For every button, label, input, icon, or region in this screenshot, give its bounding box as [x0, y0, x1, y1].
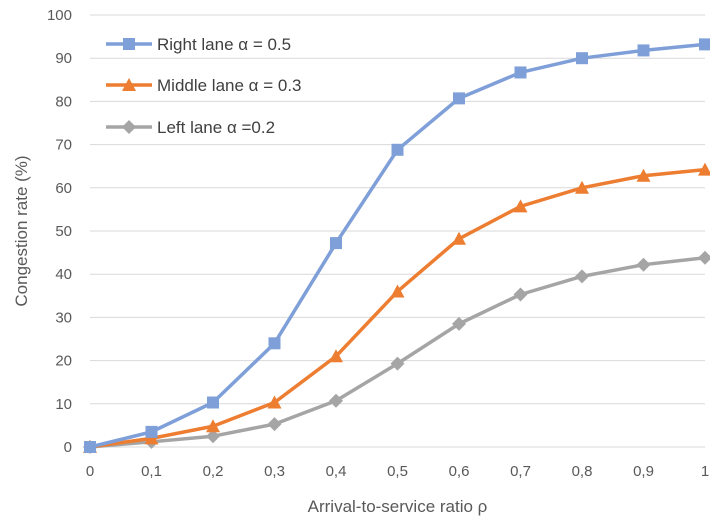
data-point — [636, 168, 651, 182]
data-point — [390, 356, 405, 371]
data-point — [329, 393, 343, 408]
legend-label: Left lane α =0.2 — [157, 118, 275, 137]
x-tick-label: 0 — [86, 463, 94, 480]
y-tick-label: 80 — [55, 93, 72, 110]
series-line — [89, 167, 706, 449]
data-point — [84, 441, 96, 453]
data-point — [698, 250, 710, 265]
x-tick-label: 0,5 — [387, 463, 408, 480]
series-line — [89, 42, 706, 449]
data-point — [390, 284, 405, 298]
x-tick-label: 0,1 — [141, 463, 162, 480]
series-group — [83, 38, 710, 454]
data-point — [513, 287, 528, 302]
data-point — [576, 52, 588, 65]
gridlines — [90, 14, 705, 448]
x-tick-label: 0,2 — [203, 463, 224, 480]
series-2 — [83, 162, 710, 453]
legend-marker — [122, 120, 136, 134]
y-axis-title: Congestion rate (%) — [12, 155, 31, 306]
data-point — [267, 417, 282, 432]
legend-item-2: Middle lane α = 0.3 — [106, 76, 302, 95]
y-tick-label: 50 — [55, 223, 72, 240]
legend-label: Middle lane α = 0.3 — [157, 76, 302, 95]
data-point — [452, 316, 466, 331]
y-tick-label: 10 — [55, 396, 72, 413]
y-tick-label: 0 — [64, 439, 72, 456]
y-tick-label: 40 — [55, 266, 72, 283]
data-point — [391, 143, 404, 156]
data-point — [206, 419, 220, 433]
legend: Right lane α = 0.5 Middle lane α = 0.3 Lef… — [106, 35, 302, 137]
legend-item-3: Left lane α =0.2 — [106, 118, 275, 137]
x-tick-label: 0,6 — [449, 463, 470, 480]
y-tick-label: 30 — [55, 309, 72, 326]
y-tick-label: 90 — [55, 50, 72, 67]
y-axis-ticks: 0 10 20 30 40 50 60 70 80 90 100 — [47, 7, 72, 456]
legend-marker — [123, 38, 135, 50]
data-point — [267, 395, 282, 409]
data-point — [207, 396, 219, 409]
legend-marker — [122, 78, 136, 91]
x-tick-label: 0,4 — [326, 463, 347, 480]
data-point — [699, 38, 710, 51]
data-point — [637, 44, 650, 57]
y-tick-label: 60 — [55, 180, 72, 197]
series-3 — [83, 250, 710, 454]
y-tick-label: 20 — [55, 353, 72, 370]
y-tick-label: 70 — [55, 137, 72, 154]
data-point — [268, 337, 281, 350]
x-axis-ticks: 0 0,1 0,2 0,3 0,4 0,5 0,6 0,7 0,8 0,9 1 — [86, 463, 709, 480]
data-point — [575, 269, 589, 284]
data-point — [206, 429, 220, 444]
legend-label: Right lane α = 0.5 — [157, 35, 291, 54]
data-point — [330, 237, 342, 250]
data-point — [513, 199, 528, 213]
x-tick-label: 0,7 — [510, 463, 531, 480]
x-tick-label: 0,9 — [633, 463, 654, 480]
legend-item-1: Right lane α = 0.5 — [106, 35, 291, 54]
data-point — [575, 180, 589, 194]
x-tick-label: 1 — [701, 463, 709, 480]
data-point — [329, 349, 343, 363]
data-point — [453, 92, 465, 105]
y-tick-label: 100 — [47, 7, 72, 24]
series-1 — [84, 38, 710, 453]
data-point — [514, 66, 527, 79]
x-axis-title: Arrival-to-service ratio ρ — [308, 497, 488, 516]
data-point — [452, 231, 466, 245]
x-tick-label: 0,8 — [572, 463, 593, 480]
data-point — [636, 257, 651, 272]
x-tick-label: 0,3 — [264, 463, 285, 480]
data-point — [145, 425, 158, 438]
data-point — [698, 162, 710, 176]
